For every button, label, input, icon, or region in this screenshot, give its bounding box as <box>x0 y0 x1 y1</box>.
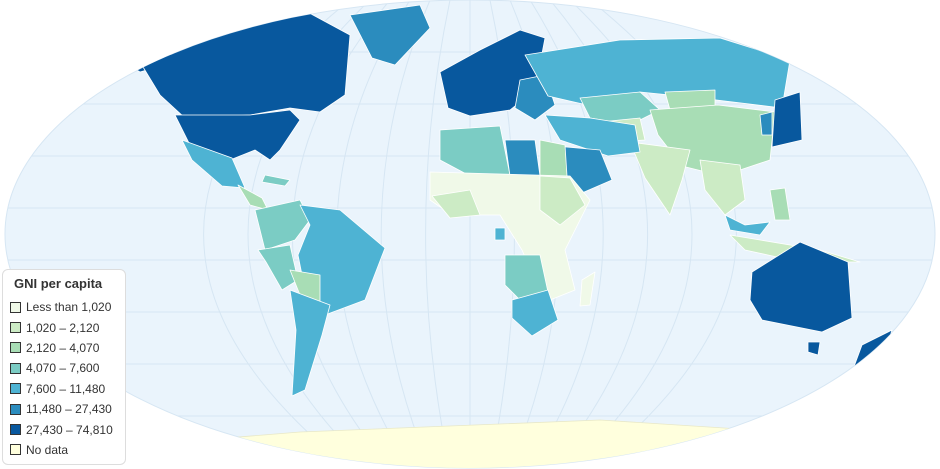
legend-item[interactable]: Less than 1,020 <box>10 297 118 317</box>
legend-item[interactable]: No data <box>10 440 118 460</box>
region-korea[interactable] <box>759 111 773 136</box>
legend-item[interactable]: 11,480 – 27,430 <box>10 399 118 419</box>
region-mainland-se-asia[interactable] <box>699 159 746 216</box>
region-libya[interactable] <box>504 139 541 177</box>
region-india[interactable] <box>629 141 691 216</box>
region-south-africa[interactable] <box>511 289 559 337</box>
region-peru-ecuador[interactable] <box>257 244 299 291</box>
region-antarctica[interactable] <box>39 419 911 469</box>
legend-swatch <box>10 301 21 313</box>
legend-swatch <box>10 403 21 415</box>
region-greenland[interactable] <box>349 4 431 66</box>
legend-swatch <box>10 424 21 436</box>
region-caribbean[interactable] <box>261 174 291 187</box>
region-argentina-chile[interactable] <box>289 289 331 397</box>
meridian <box>425 0 451 468</box>
legend-swatch <box>10 383 21 395</box>
region-egypt[interactable] <box>539 139 568 177</box>
region-canada[interactable] <box>139 7 351 119</box>
legend-item[interactable]: 2,120 – 4,070 <box>10 338 118 358</box>
region-sudan-ethiopia[interactable] <box>539 175 586 226</box>
legend-label: Less than 1,020 <box>26 300 112 315</box>
legend-label: 1,020 – 2,120 <box>26 320 100 335</box>
legend-item[interactable]: 4,070 – 7,600 <box>10 358 118 378</box>
legend: GNI per capita Less than 1,020 1,020 – 2,… <box>2 269 126 465</box>
legend-label: No data <box>26 442 69 457</box>
legend-label: 4,070 – 7,600 <box>26 361 100 376</box>
region-turkey-iran[interactable] <box>544 114 641 157</box>
meridian <box>380 0 431 468</box>
legend-item[interactable]: 27,430 – 74,810 <box>10 419 118 439</box>
region-australia[interactable] <box>749 241 853 333</box>
region-kazakhstan[interactable] <box>579 91 661 126</box>
region-philippines[interactable] <box>769 187 791 221</box>
region-madagascar[interactable] <box>579 271 596 307</box>
region-russia[interactable] <box>524 37 791 109</box>
legend-item[interactable]: 1,020 – 2,120 <box>10 317 118 337</box>
region-west-africa[interactable] <box>431 189 481 219</box>
region-gabon[interactable] <box>494 227 506 241</box>
legend-label: 7,600 – 11,480 <box>26 381 106 396</box>
legend-label: 11,480 – 27,430 <box>26 402 112 417</box>
legend-swatch <box>10 342 21 354</box>
legend-swatch <box>10 322 21 334</box>
legend-title: GNI per capita <box>14 276 103 291</box>
region-venezuela-colombia[interactable] <box>254 199 311 251</box>
legend-label: 2,120 – 4,070 <box>26 340 100 355</box>
region-tasmania[interactable] <box>807 341 821 356</box>
region-japan[interactable] <box>771 91 803 148</box>
region-mexico[interactable] <box>181 139 246 189</box>
legend-swatch <box>10 362 21 374</box>
legend-label: 27,430 – 74,810 <box>26 422 113 437</box>
legend-swatch <box>10 444 21 456</box>
region-malaysia[interactable] <box>724 214 771 236</box>
legend-item[interactable]: 7,600 – 11,480 <box>10 379 118 399</box>
